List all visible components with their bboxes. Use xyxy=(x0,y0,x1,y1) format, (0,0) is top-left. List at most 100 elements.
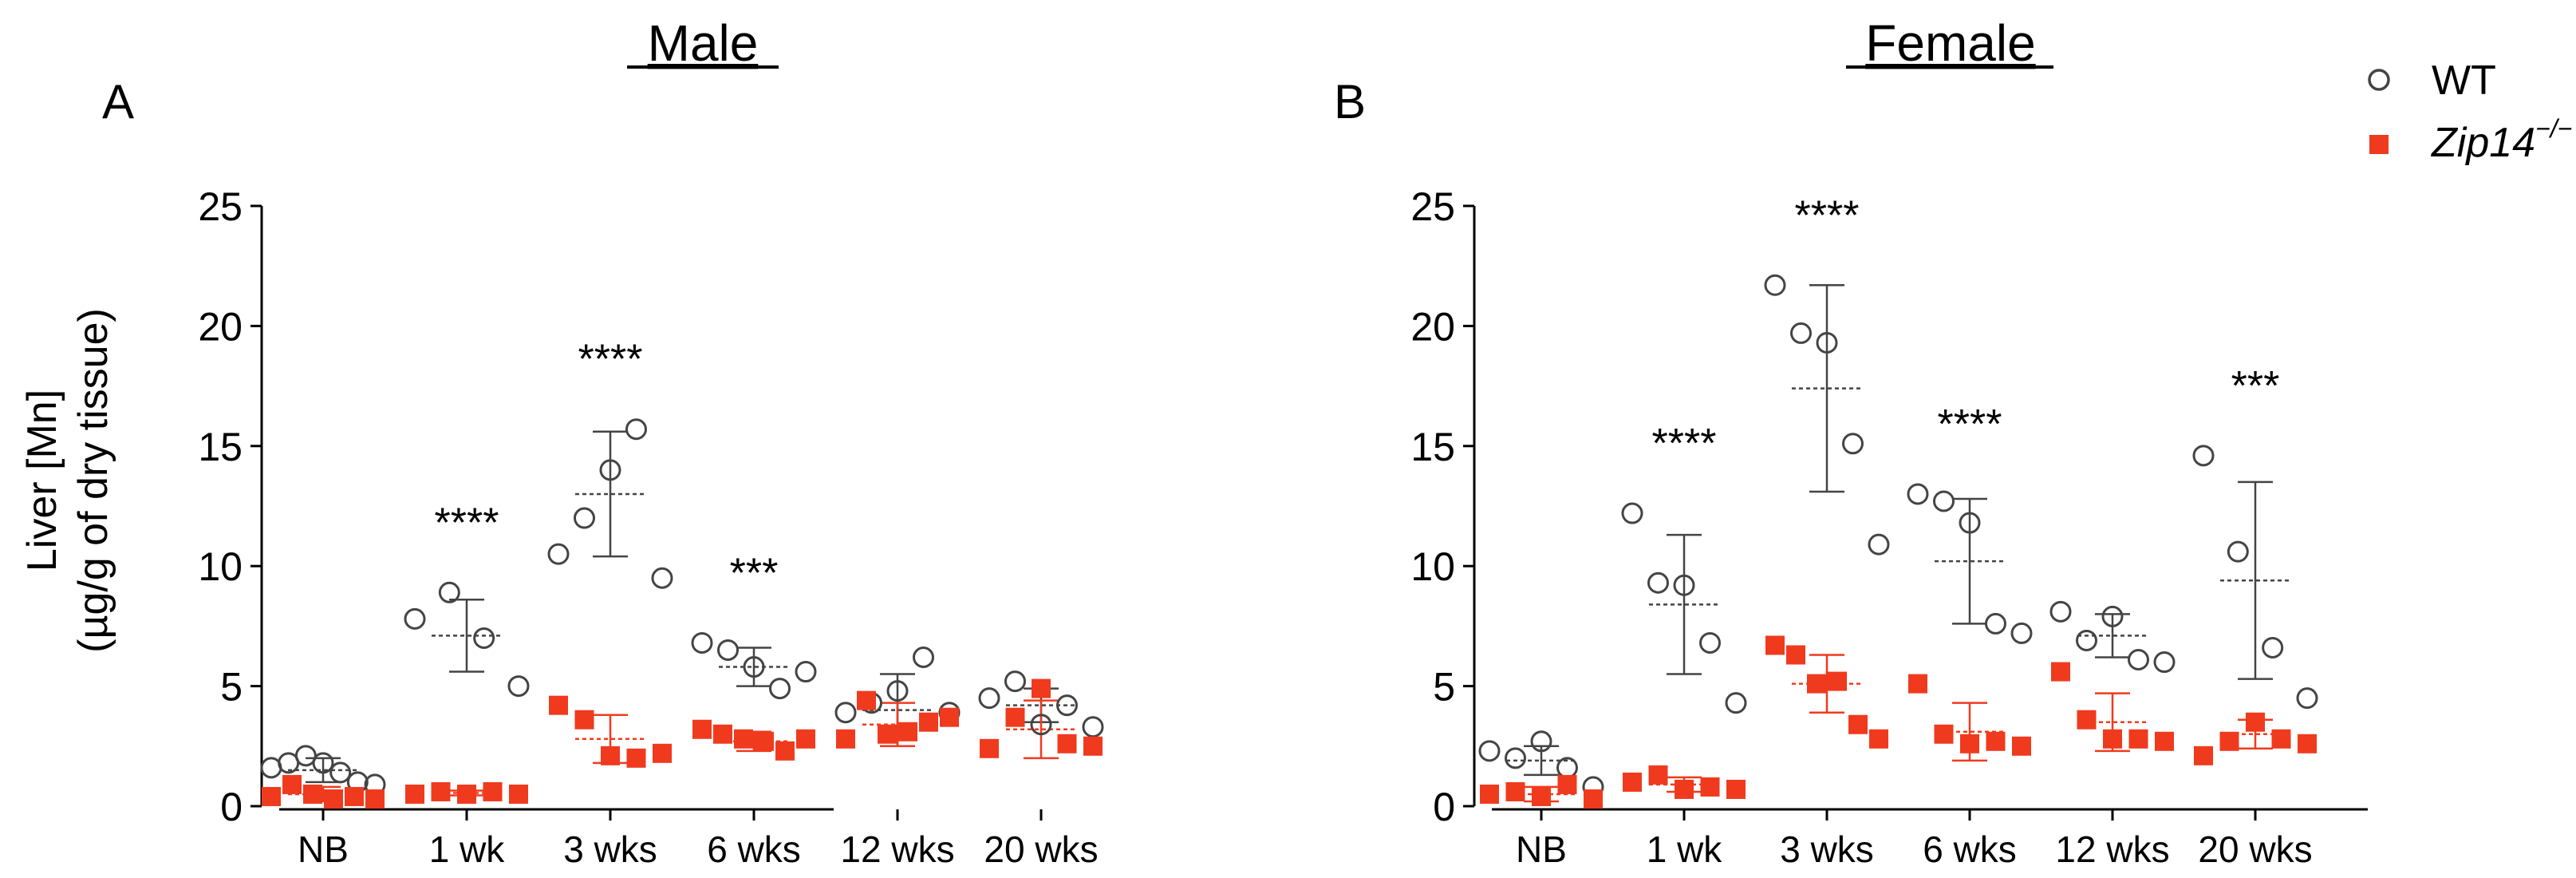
data-point-wt xyxy=(547,543,570,565)
x-tick-label: 3 wks xyxy=(563,829,657,870)
data-point-wt xyxy=(913,647,934,669)
data-point-wt xyxy=(1673,574,1695,596)
data-point-zip14 xyxy=(574,710,594,730)
data-point-wt xyxy=(769,678,791,700)
legend-wt-marker xyxy=(2368,69,2390,91)
x-tick-label: 6 wks xyxy=(707,829,801,870)
data-point-zip14 xyxy=(2194,746,2213,765)
data-point-wt xyxy=(473,627,495,649)
y-tick-label: 10 xyxy=(198,544,243,589)
data-point-zip14 xyxy=(2298,734,2317,753)
data-point-zip14 xyxy=(1505,781,1525,801)
data-point-wt xyxy=(717,639,739,661)
y-tick-label: 20 xyxy=(198,304,243,349)
significance-label: **** xyxy=(1938,401,2002,448)
data-point-wt xyxy=(2128,649,2149,671)
data-point-wt xyxy=(2049,600,2072,623)
significance-label: **** xyxy=(435,500,499,546)
data-point-wt xyxy=(1699,631,1721,654)
data-point-zip14 xyxy=(262,786,281,806)
y-tick-label: 15 xyxy=(1410,425,1455,469)
data-point-wt xyxy=(2101,605,2124,627)
data-point-wt xyxy=(2262,636,2284,658)
data-point-wt xyxy=(1621,502,1643,524)
data-point-wt xyxy=(1933,490,1955,512)
data-point-zip14 xyxy=(1584,789,1603,809)
data-point-wt xyxy=(691,631,713,654)
data-point-zip14 xyxy=(509,784,528,804)
data-point-zip14 xyxy=(626,748,646,768)
data-point-zip14 xyxy=(2051,662,2070,682)
data-point-zip14 xyxy=(1675,779,1694,799)
data-point-zip14 xyxy=(713,724,732,744)
data-point-zip14 xyxy=(1960,734,1979,753)
significance-label: *** xyxy=(2231,363,2280,409)
y-axis-label-line1: Liver [Mn] xyxy=(19,390,65,571)
data-point-zip14 xyxy=(775,741,795,761)
panel-title-female: Female xyxy=(1865,14,2035,72)
x-tick-label: 3 wks xyxy=(1780,829,1874,870)
data-point-zip14 xyxy=(2128,729,2148,749)
data-point-wt xyxy=(1816,331,1838,354)
data-point-wt xyxy=(834,702,857,724)
y-tick-label: 0 xyxy=(1433,785,1455,829)
legend-ko-marker xyxy=(2369,135,2389,154)
data-point-wt xyxy=(1030,714,1052,736)
data-point-zip14 xyxy=(303,784,322,804)
data-point-wt xyxy=(2010,622,2033,644)
data-point-zip14 xyxy=(1869,729,1888,749)
data-point-wt xyxy=(438,581,460,603)
data-point-zip14 xyxy=(653,743,672,763)
x-tick-label: 20 wks xyxy=(984,829,1098,870)
data-point-zip14 xyxy=(1057,734,1077,753)
data-point-wt xyxy=(574,507,595,529)
data-point-wt xyxy=(1868,533,1890,556)
data-point-wt xyxy=(1842,433,1864,455)
panel-a-plot: 0 5 10 15 20 25 NB 1 wk **** 3 wks **** 6 wks *** 12 … xyxy=(198,184,1104,870)
data-point-zip14 xyxy=(1986,731,2006,751)
data-point-wt xyxy=(2227,540,2249,563)
significance-label: **** xyxy=(578,337,643,383)
data-point-zip14 xyxy=(601,746,620,765)
x-tick-label: 1 wk xyxy=(429,829,506,870)
data-point-zip14 xyxy=(2219,731,2239,751)
data-point-wt xyxy=(651,567,673,589)
data-point-wt xyxy=(1505,747,1526,769)
y-tick-label: 0 xyxy=(220,785,243,829)
data-point-wt xyxy=(625,418,647,441)
data-point-wt xyxy=(599,459,621,481)
data-point-zip14 xyxy=(2012,736,2031,756)
data-point-wt xyxy=(1790,322,1812,344)
data-point-zip14 xyxy=(1786,645,1805,665)
panel-letter-b: B xyxy=(1334,75,1366,129)
data-point-wt xyxy=(1985,612,2006,635)
data-point-zip14 xyxy=(345,786,364,806)
data-point-zip14 xyxy=(692,719,712,739)
y-tick-label: 25 xyxy=(198,184,243,229)
data-point-zip14 xyxy=(836,729,855,749)
legend-ko-label: Zip14 xyxy=(2430,120,2535,166)
data-point-wt xyxy=(886,680,909,702)
data-point-zip14 xyxy=(405,784,424,804)
data-point-wt xyxy=(1907,483,1929,505)
data-point-wt xyxy=(2192,445,2215,467)
data-point-zip14 xyxy=(365,789,385,809)
data-point-wt xyxy=(507,675,530,698)
data-point-zip14 xyxy=(1648,765,1668,785)
data-point-zip14 xyxy=(1532,786,1551,806)
data-point-zip14 xyxy=(1005,707,1025,727)
y-tick-label: 10 xyxy=(1410,544,1455,589)
panel-b-plot: 0 5 10 15 20 25 NB 1 wk **** 3 wks **** 6 wks **** 12… xyxy=(1410,184,2368,870)
data-point-zip14 xyxy=(324,789,343,809)
x-tick-label: 6 wks xyxy=(1923,829,2017,870)
data-point-zip14 xyxy=(980,738,999,758)
data-point-zip14 xyxy=(1934,724,1954,744)
y-tick-label: 5 xyxy=(1433,665,1455,710)
data-point-zip14 xyxy=(734,729,753,749)
panel-title-male: Male xyxy=(648,14,759,72)
legend-ko-superscript: −/− xyxy=(2535,114,2572,143)
data-point-wt xyxy=(743,656,765,678)
data-point-zip14 xyxy=(1828,671,1847,691)
data-point-zip14 xyxy=(878,724,897,744)
